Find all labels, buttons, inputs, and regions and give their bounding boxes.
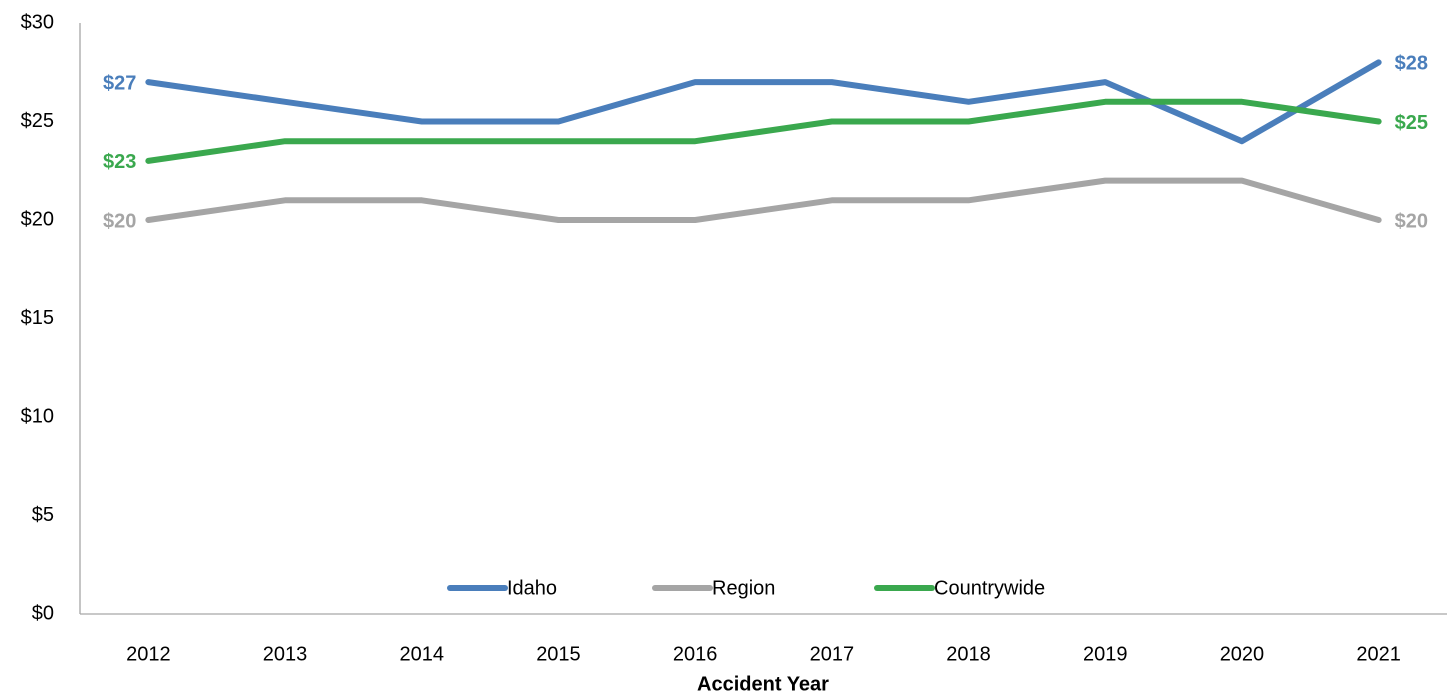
- data-label: $20: [103, 210, 136, 232]
- y-tick-label: $30: [21, 11, 54, 33]
- series-line: [145, 98, 1382, 164]
- y-tick-label: $0: [32, 602, 54, 624]
- data-label: $28: [1395, 53, 1428, 75]
- x-axis-title: Accident Year: [697, 673, 829, 695]
- legend-label: Idaho: [507, 577, 557, 599]
- series-line: [145, 59, 1382, 145]
- series-line: [145, 177, 1382, 223]
- x-tick-label: 2020: [1220, 643, 1265, 665]
- x-tick-label: 2021: [1356, 643, 1401, 665]
- y-tick-label: $25: [21, 110, 54, 132]
- x-tick-label: 2015: [536, 643, 581, 665]
- y-tick-label: $10: [21, 405, 54, 427]
- x-tick-label: 2016: [673, 643, 718, 665]
- x-tick-label: 2013: [263, 643, 308, 665]
- data-label: $27: [103, 72, 136, 94]
- x-tick-label: 2012: [126, 643, 171, 665]
- x-tick-label: 2018: [946, 643, 991, 665]
- x-tick-label: 2019: [1083, 643, 1128, 665]
- x-tick-label: 2014: [400, 643, 445, 665]
- legend-label: Countrywide: [934, 577, 1045, 599]
- y-tick-label: $15: [21, 307, 54, 329]
- legend-label: Region: [712, 577, 775, 599]
- y-tick-label: $20: [21, 208, 54, 230]
- y-tick-label: $5: [32, 504, 54, 526]
- x-tick-label: 2017: [810, 643, 855, 665]
- data-label: $23: [103, 151, 136, 173]
- data-label: $20: [1395, 210, 1428, 232]
- data-label: $25: [1395, 112, 1428, 134]
